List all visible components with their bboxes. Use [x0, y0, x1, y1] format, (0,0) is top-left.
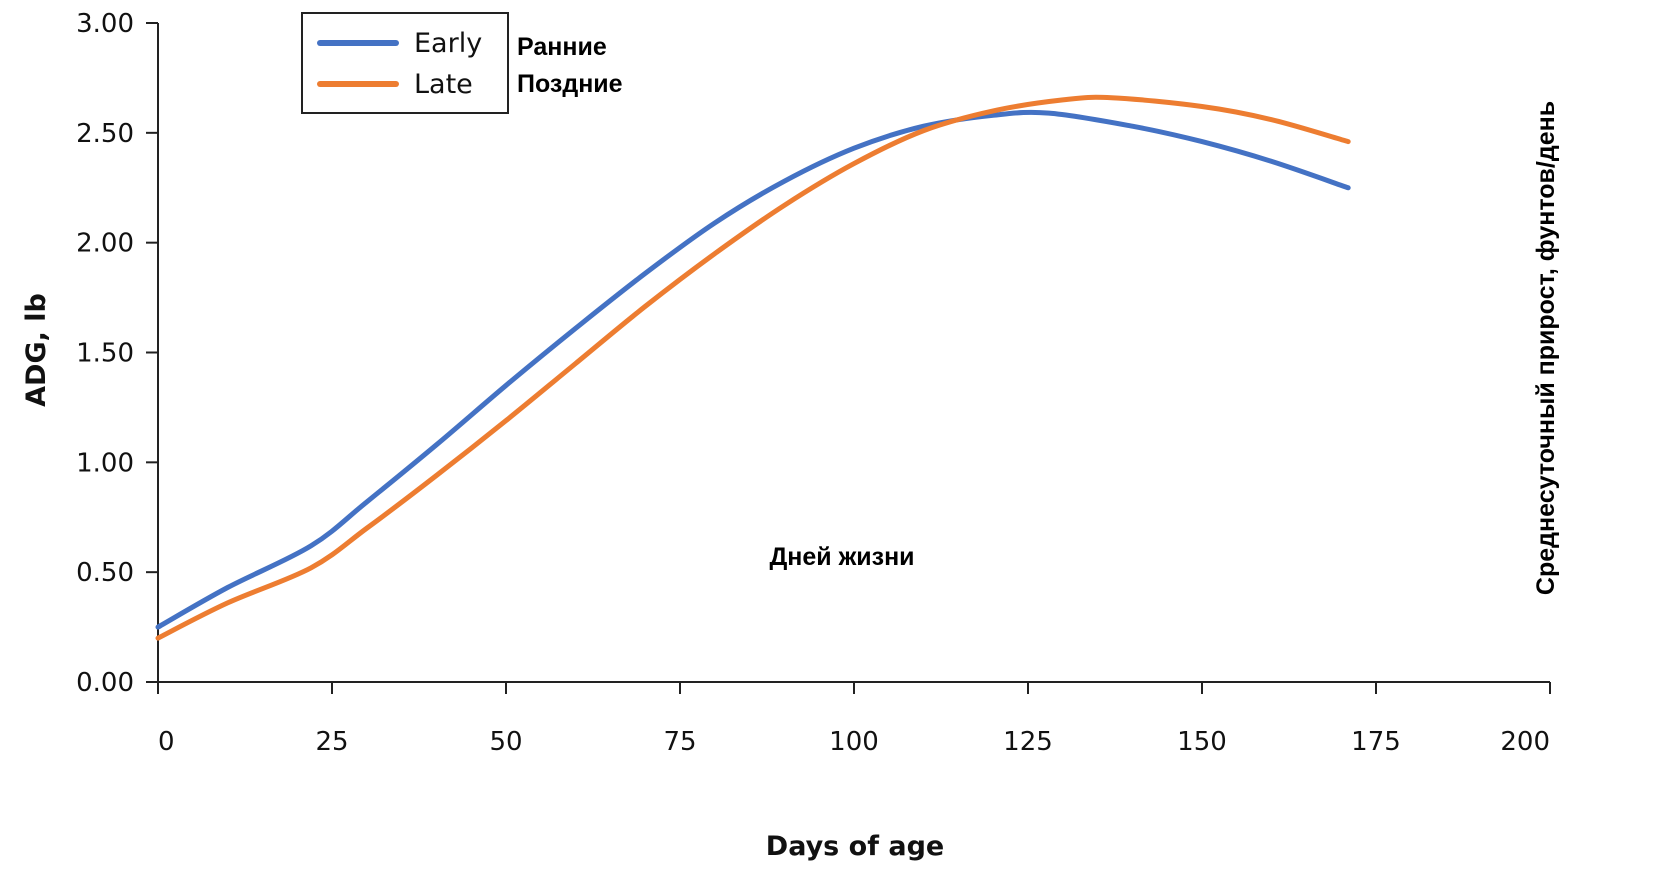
- axes: [157, 23, 1550, 683]
- x-tick-label: 0: [158, 727, 175, 757]
- y-tick-label: 1.00: [76, 448, 134, 478]
- legend: Early Late: [301, 12, 509, 114]
- translation-xlabel: Дней жизни: [769, 543, 914, 571]
- legend-box: [301, 12, 509, 114]
- translation-ylabel: Среднесуточный прирост, фунтов/день: [1532, 101, 1560, 595]
- y-axis-title: ADG, lb: [21, 293, 52, 407]
- series-line-late: [155, 94, 1351, 641]
- y-tick-label: 3.00: [76, 9, 134, 39]
- x-tick-label: 100: [829, 727, 879, 757]
- x-tick-label: 175: [1351, 727, 1401, 757]
- translation-early: Ранние: [517, 33, 607, 61]
- y-tick-label: 2.00: [76, 229, 134, 259]
- y-axis-ticks: 0.00 0.50 1.00 1.50 2.00 2.50 3.00: [76, 9, 158, 698]
- x-tick-label: 125: [1003, 727, 1053, 757]
- y-tick-label: 0.50: [76, 558, 134, 588]
- x-tick-label: 150: [1177, 727, 1227, 757]
- x-axis-ticks: 0 25 50 75 100 125 150 175 200: [157, 682, 1551, 757]
- x-tick-label: 25: [315, 727, 348, 757]
- x-axis-title: Days of age: [766, 831, 944, 862]
- x-tick-label: 75: [663, 727, 696, 757]
- series-lines: [155, 94, 1351, 641]
- legend-label-late: Late: [414, 69, 473, 100]
- series-line-early: [155, 109, 1351, 630]
- y-tick-label: 2.50: [76, 119, 134, 149]
- translation-late: Поздние: [517, 70, 623, 98]
- legend-label-early: Early: [414, 28, 482, 59]
- x-tick-label: 200: [1500, 727, 1550, 757]
- y-tick-label: 1.50: [76, 339, 134, 369]
- y-tick-label: 0.00: [76, 668, 134, 698]
- x-tick-label: 50: [489, 727, 522, 757]
